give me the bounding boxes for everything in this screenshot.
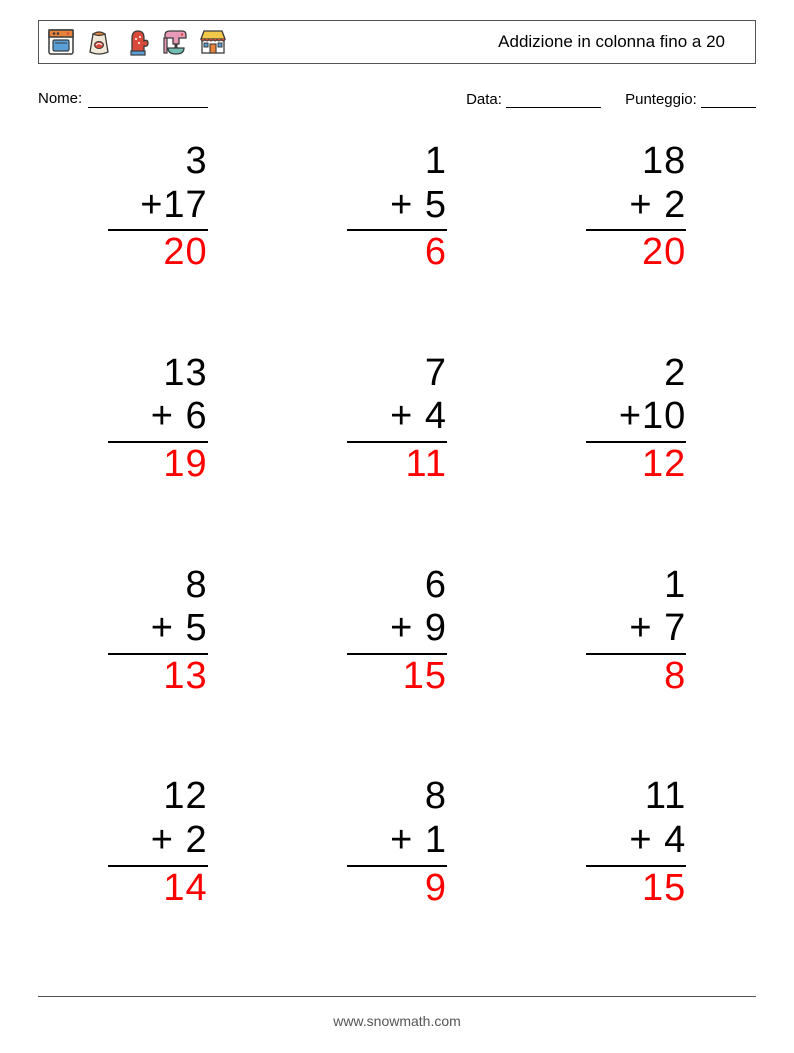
operand-top: 7 <box>347 352 447 396</box>
answer: 8 <box>586 655 686 699</box>
operand-bottom: +10 <box>586 395 686 443</box>
operand-top: 8 <box>347 775 447 819</box>
operand-top: 6 <box>347 564 447 608</box>
header-bar: Addizione in colonna fino a 20 <box>38 20 756 64</box>
worksheet-title: Addizione in colonna fino a 20 <box>498 32 743 52</box>
operand-top: 8 <box>108 564 208 608</box>
addition-problem: 18+ 2 20 <box>517 140 756 318</box>
addition-problem: 1+ 5 6 <box>277 140 516 318</box>
addition-problem: 3+17 20 <box>38 140 277 318</box>
answer: 20 <box>108 231 208 275</box>
oven-icon <box>45 26 77 58</box>
answer: 6 <box>347 231 447 275</box>
addition-problem: 11+ 4 15 <box>517 775 756 953</box>
answer: 13 <box>108 655 208 699</box>
mixer-icon <box>159 26 191 58</box>
addition-problem: 8+ 1 9 <box>277 775 516 953</box>
operand-top: 1 <box>347 140 447 184</box>
operand-top: 18 <box>586 140 686 184</box>
addition-problem: 12+ 2 14 <box>38 775 277 953</box>
answer: 9 <box>347 867 447 911</box>
worksheet-page: Addizione in colonna fino a 20 Nome: Dat… <box>0 0 794 1053</box>
date-label: Data: <box>466 91 502 108</box>
shop-icon <box>197 26 229 58</box>
name-blank[interactable] <box>88 90 208 108</box>
operand-top: 12 <box>108 775 208 819</box>
score-label: Punteggio: <box>625 91 697 108</box>
answer: 11 <box>347 443 447 487</box>
addition-problem: 6+ 9 15 <box>277 564 516 742</box>
operand-top: 11 <box>586 775 686 819</box>
addition-problem: 7+ 4 11 <box>277 352 516 530</box>
name-label: Nome: <box>38 90 82 108</box>
operand-top: 2 <box>586 352 686 396</box>
answer: 14 <box>108 867 208 911</box>
operand-bottom: + 9 <box>347 607 447 655</box>
operand-bottom: + 4 <box>347 395 447 443</box>
footer-text: www.snowmath.com <box>0 1013 794 1029</box>
score-blank[interactable] <box>701 90 756 108</box>
operand-bottom: + 4 <box>586 819 686 867</box>
addition-problem: 8+ 5 13 <box>38 564 277 742</box>
operand-bottom: + 5 <box>108 607 208 655</box>
addition-problem: 2+10 12 <box>517 352 756 530</box>
answer: 15 <box>347 655 447 699</box>
answer: 15 <box>586 867 686 911</box>
answer: 20 <box>586 231 686 275</box>
operand-top: 1 <box>586 564 686 608</box>
operand-bottom: +17 <box>108 184 208 232</box>
date-blank[interactable] <box>506 90 601 108</box>
operand-bottom: + 7 <box>586 607 686 655</box>
operand-bottom: + 1 <box>347 819 447 867</box>
addition-problem: 13+ 6 19 <box>38 352 277 530</box>
operand-top: 3 <box>108 140 208 184</box>
footer-divider <box>38 996 756 997</box>
flour-bag-icon <box>83 26 115 58</box>
operand-bottom: + 2 <box>586 184 686 232</box>
operand-bottom: + 5 <box>347 184 447 232</box>
meta-row: Nome: Data: Punteggio: <box>38 90 756 108</box>
problems-grid: 3+17 20 1+ 5 6 18+ 2 20 13+ 6 19 7+ 4 11… <box>38 140 756 953</box>
answer: 12 <box>586 443 686 487</box>
answer: 19 <box>108 443 208 487</box>
addition-problem: 1+ 7 8 <box>517 564 756 742</box>
header-icons <box>45 26 229 58</box>
oven-mitt-icon <box>121 26 153 58</box>
operand-bottom: + 2 <box>108 819 208 867</box>
operand-top: 13 <box>108 352 208 396</box>
operand-bottom: + 6 <box>108 395 208 443</box>
